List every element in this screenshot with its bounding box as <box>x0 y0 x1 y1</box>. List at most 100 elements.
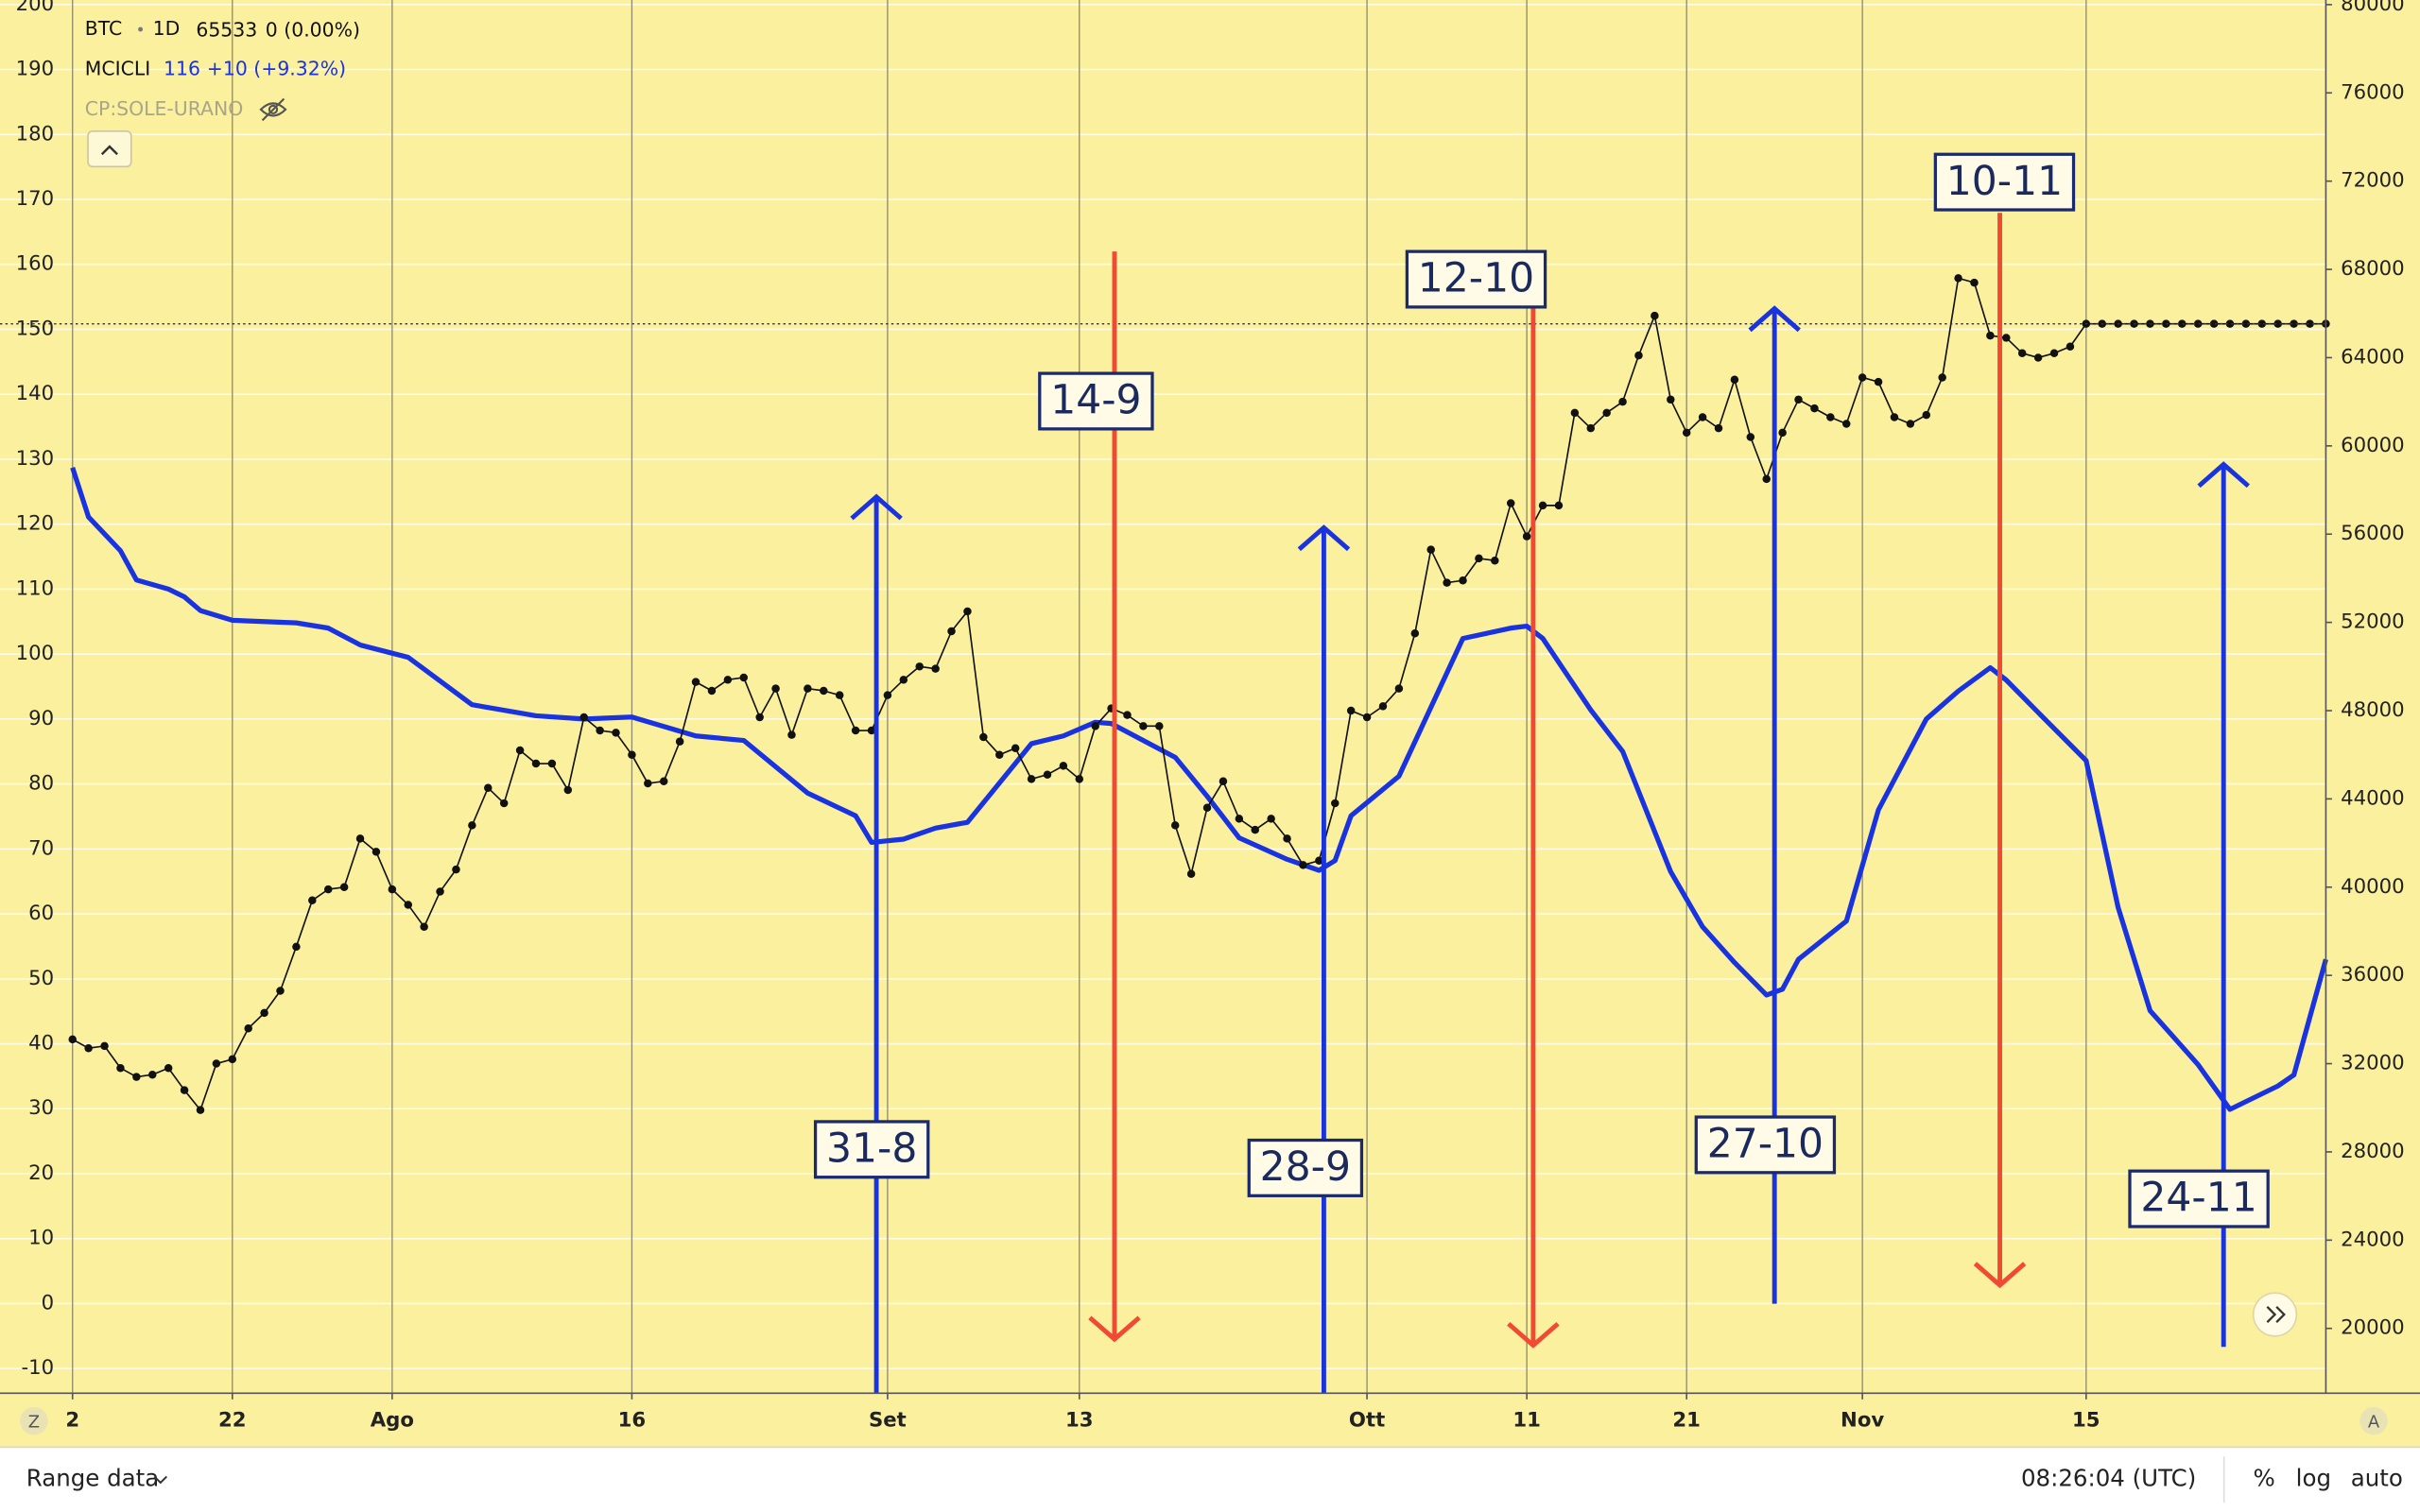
data-point <box>196 1106 205 1114</box>
y2-tick-label: 20000 <box>2341 1316 2405 1340</box>
data-point <box>1315 856 1323 866</box>
overlay-name[interactable]: CP:SOLE-URANO <box>85 97 244 120</box>
data-point <box>1858 373 1867 382</box>
log-toggle[interactable]: log <box>2296 1465 2331 1492</box>
data-point <box>579 713 588 722</box>
data-point <box>915 662 924 671</box>
y-tick-label: 150 <box>16 317 55 340</box>
auto-toggle[interactable]: auto <box>2351 1465 2403 1492</box>
data-point <box>1954 274 1962 283</box>
annotation-label: 10-11 <box>1946 159 2063 205</box>
data-point <box>1394 684 1404 693</box>
data-point <box>1667 395 1675 404</box>
indicator-name[interactable]: MCICLI <box>85 57 150 79</box>
x-tick-label: 21 <box>1672 1409 1701 1433</box>
data-point <box>1043 770 1052 779</box>
data-point <box>1522 532 1531 541</box>
data-point <box>1714 423 1723 433</box>
data-point <box>1459 576 1467 585</box>
data-point <box>1730 375 1739 385</box>
y-tick-label: 80 <box>28 772 54 796</box>
data-point <box>1746 433 1755 441</box>
data-point <box>1123 711 1132 719</box>
data-point <box>484 783 493 792</box>
collapse-button[interactable] <box>87 129 132 168</box>
symbol[interactable]: BTC <box>85 17 123 40</box>
y2-tick-label: 56000 <box>2341 522 2405 545</box>
axes: -100102030405060708090100110120130140150… <box>16 0 2405 1433</box>
data-point <box>596 726 604 735</box>
scroll-to-latest[interactable] <box>2252 1292 2298 1337</box>
data-point <box>452 865 460 874</box>
data-point <box>1362 713 1372 722</box>
data-point <box>515 746 525 755</box>
data-point <box>1219 777 1228 785</box>
data-point <box>2017 349 2027 358</box>
data-point <box>2257 319 2267 328</box>
percent-toggle[interactable]: % <box>2253 1465 2274 1492</box>
range-button[interactable]: Range data <box>26 1465 159 1492</box>
data-point <box>2306 319 2314 328</box>
data-point <box>1922 410 1931 420</box>
y2-tick-label: 60000 <box>2341 434 2405 457</box>
data-point <box>1698 413 1707 421</box>
price: 65533 <box>196 19 257 42</box>
data-point <box>468 821 476 830</box>
data-point <box>436 887 444 896</box>
data-point <box>851 726 860 735</box>
data-point <box>1618 397 1627 406</box>
data-point <box>2225 319 2235 328</box>
data-point <box>1475 554 1483 563</box>
data-point <box>755 713 764 722</box>
plot-background <box>0 0 2420 1448</box>
y2-tick-label: 72000 <box>2341 169 2405 193</box>
series-layer <box>0 274 2330 1114</box>
data-point <box>1906 420 1915 428</box>
arrow-head <box>850 493 903 521</box>
data-point <box>1794 395 1803 404</box>
y-tick-label: 200 <box>16 0 55 16</box>
data-point <box>100 1041 109 1051</box>
data-point <box>1186 869 1196 879</box>
x-tick-label: Nov <box>1841 1409 1884 1433</box>
data-point <box>931 664 940 673</box>
x-tick-label: 22 <box>218 1409 247 1433</box>
y-tick-label: 40 <box>28 1032 54 1056</box>
arrow-head <box>1088 1315 1141 1343</box>
hide-icon[interactable] <box>259 97 287 122</box>
data-point <box>1506 499 1515 507</box>
y-tick-label: -10 <box>21 1356 54 1380</box>
indicator-change: +10 (+9.32%) <box>207 57 346 79</box>
y-tick-label: 130 <box>16 447 55 471</box>
annotation-label: 31-8 <box>826 1125 917 1172</box>
a-label: A <box>2368 1412 2380 1432</box>
data-point <box>963 607 972 616</box>
y2-tick-label: 36000 <box>2341 963 2405 987</box>
y-tick-label: 0 <box>42 1291 55 1314</box>
data-point <box>308 896 317 905</box>
y2-tick-label: 80000 <box>2341 0 2405 16</box>
interval[interactable]: 1D <box>153 17 181 40</box>
y-tick-label: 50 <box>28 967 54 990</box>
annotation-box <box>1694 1115 1837 1175</box>
y2-tick-label: 76000 <box>2341 80 2405 104</box>
data-point <box>1378 702 1388 711</box>
z-label: Z <box>28 1412 40 1432</box>
data-point <box>1762 474 1771 484</box>
data-point <box>612 729 620 737</box>
x-tick-label: 2 <box>65 1409 79 1433</box>
data-point <box>323 885 333 894</box>
range-chevron <box>153 1475 168 1485</box>
data-point <box>388 885 397 894</box>
z-button[interactable]: Z <box>20 1406 48 1435</box>
a-button[interactable]: A <box>2360 1406 2388 1435</box>
data-point <box>1491 556 1499 565</box>
data-point <box>883 691 892 699</box>
x-tick-label: Set <box>869 1409 907 1433</box>
data-point <box>1283 834 1291 843</box>
annotation-label: 14-9 <box>1050 378 1141 424</box>
y-tick-label: 190 <box>16 58 55 81</box>
data-point <box>2049 349 2059 358</box>
data-point <box>2178 319 2187 328</box>
